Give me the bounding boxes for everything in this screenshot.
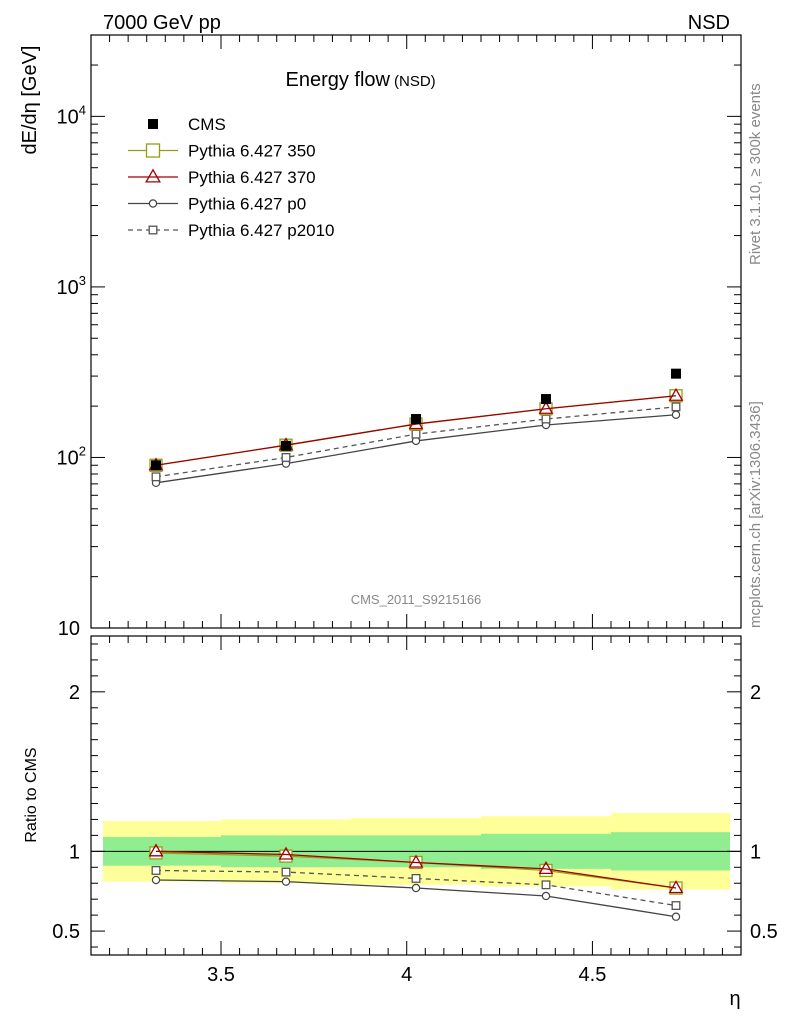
legend: CMS Pythia 6.427 350 Pythia 6.427 370 Pythi… — [128, 115, 335, 240]
y-tick-label: 104 — [57, 102, 86, 128]
header-right: NSD — [688, 12, 730, 34]
cms-point-5 — [671, 368, 681, 379]
cms-point-2 — [281, 440, 291, 451]
main-y-label: dE/dη [GeV] — [19, 46, 41, 155]
ratio-pythia-6-427-p0-point-4 — [541, 891, 551, 901]
ratio-y-tick-label: 0.5 — [52, 921, 80, 943]
ratio-pythia-6-427-370-point-3 — [408, 854, 424, 868]
ratio-frame — [90, 635, 742, 956]
pythia-6-427-p2010-point-5 — [671, 402, 681, 412]
pythia-6-427-370-line — [155, 395, 677, 466]
ratio-pythia-6-427-p0-point-5 — [671, 912, 681, 921]
ratio-pythia-6-427-p2010-point-1 — [151, 866, 161, 875]
ratio-axis-ticks: 3.5 4 4.5 0.5 0.5 1 1 2 2 — [52, 636, 778, 986]
legend-pythia-6-427-350-marker — [145, 143, 161, 158]
pythia-6-427-p2010-point-3 — [411, 429, 421, 439]
plot-frames — [90, 34, 742, 956]
main-frame — [90, 34, 742, 629]
ratio-y-tick-label-right: 2 — [750, 682, 761, 704]
ratio-pythia-6-427-p0-point-2 — [281, 877, 291, 886]
analysis-label: CMS_2011_S9215166 — [351, 592, 482, 607]
ratio-x-label: η — [729, 988, 740, 1010]
x-tick-label: 4 — [401, 964, 412, 986]
legend-pythia-6-427-p2010-marker — [148, 225, 158, 235]
cms-point-1 — [151, 460, 161, 471]
ratio-pythia-6-427-370-point-4 — [538, 860, 554, 875]
ratio-y-tick-label-right: 0.5 — [750, 921, 778, 943]
legend-pythia-6-427-370-label: Pythia 6.427 370 — [188, 168, 316, 187]
pythia-6-427-p2010-point-1 — [151, 472, 161, 482]
cms-point-4 — [541, 394, 551, 405]
y-tick-label: 10 — [58, 618, 80, 640]
legend-pythia-6-427-p0-marker — [148, 199, 158, 208]
main-series — [148, 368, 684, 488]
legend-pythia-6-427-p0-label: Pythia 6.427 p0 — [188, 195, 306, 214]
ratio-pythia-6-427-370-point-2 — [278, 846, 294, 860]
legend-pythia-6-427-p2010-label: Pythia 6.427 p2010 — [188, 221, 335, 240]
x-tick-label: 3.5 — [207, 964, 235, 986]
mcplots-label: mcplots.cern.ch [arXiv:1306.3436] — [747, 401, 764, 628]
legend-cms-label: CMS — [188, 115, 226, 134]
legend-pythia-6-427-370-marker — [145, 168, 161, 183]
pythia-6-427-p2010-point-4 — [541, 414, 551, 424]
pythia-6-427-370-point-4 — [538, 400, 554, 414]
ratio-y-tick-label-right: 1 — [750, 841, 761, 863]
ratio-y-label: Ratio to CMS — [23, 747, 40, 842]
y-tick-label: 102 — [57, 443, 86, 469]
pythia-6-427-p2010-point-2 — [281, 453, 291, 462]
y-tick-label: 103 — [57, 273, 86, 299]
pythia-6-427-370-point-5 — [668, 387, 684, 401]
pythia-6-427-p0-point-5 — [671, 410, 681, 419]
cms-point-3 — [411, 414, 421, 425]
ratio-pythia-6-427-370-point-1 — [148, 843, 164, 857]
ratio-pythia-6-427-p2010-point-2 — [281, 867, 291, 877]
ratio-series — [148, 843, 684, 921]
ratio-y-tick-label: 1 — [69, 841, 80, 863]
ratio-pythia-6-427-370-line — [155, 850, 677, 889]
ratio-pythia-6-427-p2010-point-5 — [671, 901, 681, 911]
ratio-pythia-6-427-p0-point-3 — [411, 883, 421, 893]
legend-cms-marker — [148, 119, 158, 129]
ratio-y-tick-label: 2 — [69, 682, 80, 704]
ratio-pythia-6-427-p2010-point-3 — [411, 873, 421, 883]
main-axis-ticks: 10 102 103 104 — [57, 34, 742, 640]
ratio-pythia-6-427-p2010-point-4 — [541, 880, 551, 890]
ratio-pythia-6-427-370-point-5 — [668, 880, 684, 894]
chart-subtitle: (NSD) — [394, 73, 436, 90]
ratio-pythia-6-427-p2010-line — [155, 869, 677, 907]
header-left: 7000 GeV pp — [103, 12, 221, 34]
x-tick-label: 4.5 — [579, 964, 607, 986]
legend-pythia-6-427-350-label: Pythia 6.427 350 — [188, 142, 316, 161]
rivet-label: Rivet 3.1.10, ≥ 300k events — [747, 83, 764, 265]
ratio-pythia-6-427-p0-point-1 — [151, 875, 161, 885]
chart-title: Energy flow — [286, 69, 391, 91]
